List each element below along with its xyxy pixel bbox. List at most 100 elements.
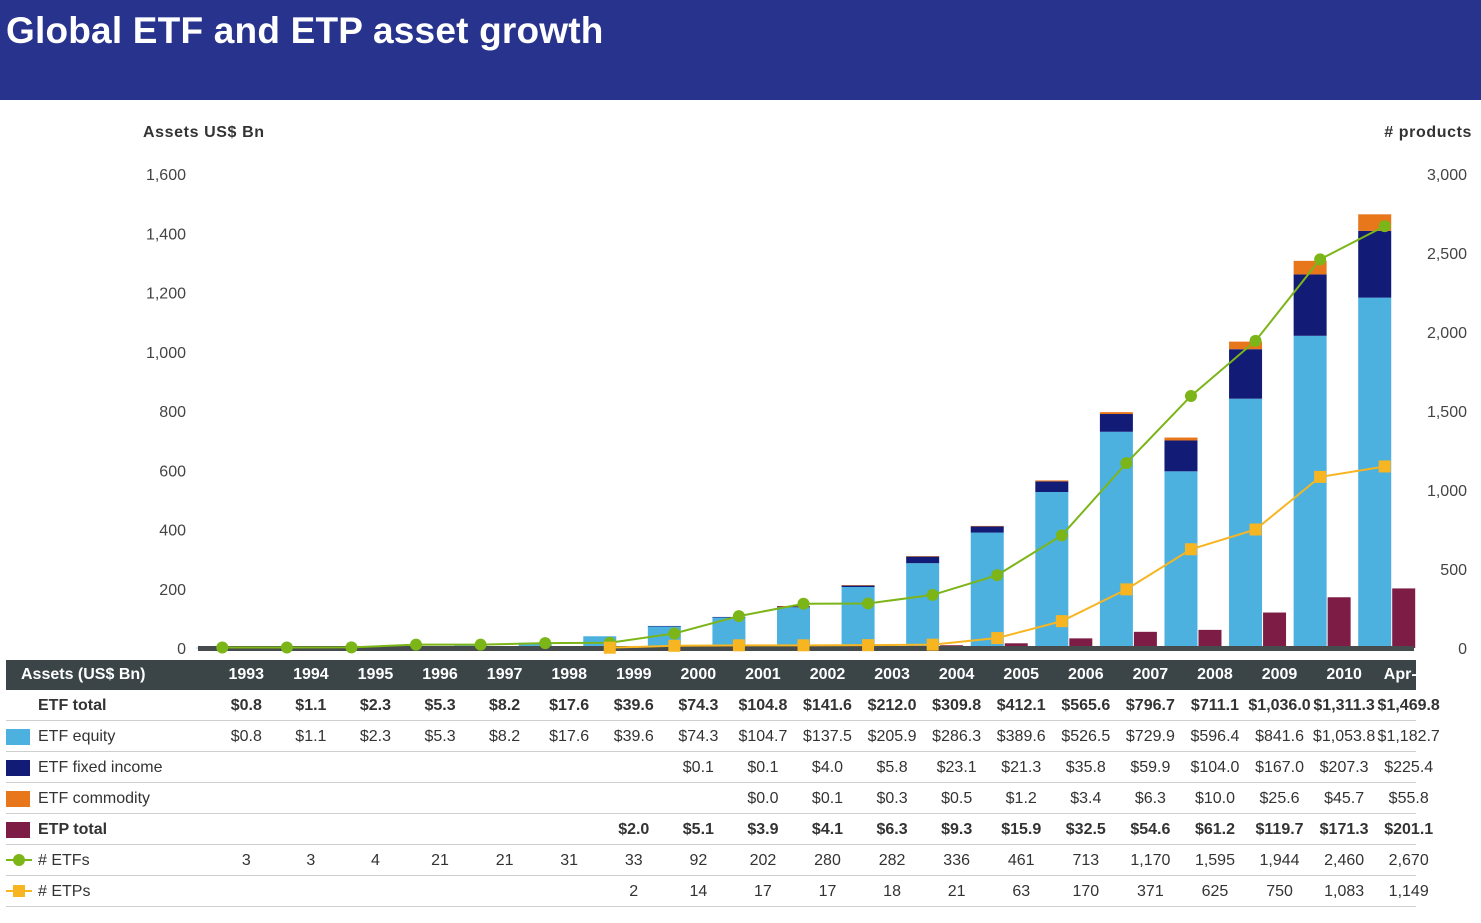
table-cell: $0.1 — [811, 789, 844, 807]
table-row-label: ETP total — [38, 820, 108, 838]
table-cell: $4.0 — [811, 758, 844, 776]
table-cell: 18 — [883, 882, 901, 900]
table-column-header: 1994 — [293, 666, 329, 683]
table-cell: $23.1 — [936, 758, 977, 776]
table-cell: $729.9 — [1125, 727, 1175, 745]
table-cell: 713 — [1072, 851, 1100, 869]
table-cell: 280 — [814, 851, 841, 869]
table-cell — [472, 783, 537, 814]
point-etps — [926, 638, 939, 651]
table-column-header: 1993 — [228, 666, 265, 683]
table-row-label: # ETFs — [38, 851, 90, 869]
page-title: Global ETF and ETP asset growth — [6, 10, 604, 51]
point-etps — [732, 639, 745, 652]
table-cell: 282 — [878, 851, 906, 869]
point-etps — [1120, 583, 1133, 596]
point-etps — [1184, 543, 1197, 556]
y2-tick-label: 3,000 — [1427, 167, 1467, 184]
y-tick-label: 1,200 — [146, 286, 186, 303]
table-cell: $137.5 — [803, 727, 852, 745]
table-column-header: 1996 — [422, 666, 458, 683]
table-cell: $5.3 — [424, 727, 456, 745]
legend-swatch — [6, 729, 30, 745]
bar-etf-fixed-income — [712, 616, 746, 618]
table-cell: $309.8 — [932, 696, 982, 714]
table-cell — [408, 752, 473, 783]
table-cell: $8.2 — [489, 727, 521, 745]
table-cell — [408, 814, 473, 845]
table-row: ETF commodity $0.0 $0.1 $0.3 $0.5 $1.2 $3.4 $6.… — [6, 783, 1429, 814]
table-cell: $711.1 — [1190, 696, 1239, 714]
bar-etf-fixed-income — [1229, 349, 1263, 399]
line-etfs — [222, 225, 1386, 649]
table-cell — [214, 876, 279, 907]
point-etfs — [668, 627, 681, 640]
table-cell: 750 — [1266, 882, 1293, 900]
table-cell: $1,469.8 — [1377, 696, 1440, 714]
table-cell: 31 — [560, 851, 579, 869]
table-column-header: 1998 — [551, 666, 587, 683]
table-cell: $9.3 — [941, 820, 973, 838]
table-cell: 1,149 — [1388, 882, 1429, 900]
point-etfs — [345, 641, 358, 654]
table-cell: 1,595 — [1194, 851, 1235, 869]
table-column-header: 2007 — [1132, 666, 1169, 683]
table-cell: $32.5 — [1065, 820, 1106, 838]
table-cell: $0.8 — [230, 727, 262, 745]
table-cell: $8.2 — [489, 696, 521, 714]
row-divider — [6, 844, 1416, 845]
table-cell — [214, 783, 279, 814]
table-row-label: ETF commodity — [38, 789, 151, 807]
table-cell — [408, 876, 473, 907]
table-cell — [279, 876, 344, 907]
bar-etf-equity — [1229, 398, 1263, 648]
bar-etf-equity — [841, 587, 875, 648]
table-cell — [601, 752, 666, 783]
table-cell: $55.8 — [1388, 789, 1429, 807]
table-cell: $25.6 — [1259, 789, 1300, 807]
y2-tick-label: 500 — [1440, 562, 1467, 579]
table-cell: $39.6 — [613, 696, 654, 714]
table-header-row: Assets (US$ Bn) 1993 1994 1995 1996 1997 1998 1… — [6, 660, 1434, 690]
table-cell: 461 — [1007, 851, 1035, 869]
table-cell: $1,182.7 — [1377, 727, 1440, 745]
table-cell: $212.0 — [867, 696, 917, 714]
bar-etf-commodity — [1099, 412, 1133, 415]
table-column-header: 2009 — [1261, 666, 1298, 683]
legend-swatch — [6, 791, 30, 807]
y2-tick-label: 2,500 — [1427, 246, 1467, 263]
point-etps — [862, 639, 875, 652]
point-etfs — [1120, 457, 1133, 470]
table-cell: $596.4 — [1190, 727, 1240, 745]
table-cell: $286.3 — [932, 727, 982, 745]
table-cell: 2,670 — [1388, 851, 1429, 869]
table-row: ETP total $2.0 $5.1 $3.9 $4.1 $6.3 $9.3 $15.9 $3… — [6, 814, 1433, 845]
row-divider — [6, 751, 1416, 752]
table-cell: $54.6 — [1130, 820, 1171, 838]
table-cell: $526.5 — [1061, 727, 1111, 745]
table-cell — [537, 876, 602, 907]
table-cell — [279, 814, 344, 845]
table-cell: 170 — [1072, 882, 1100, 900]
table-cell: $15.9 — [1001, 820, 1042, 838]
y-tick-label: 1,000 — [146, 345, 186, 362]
table-cell — [279, 783, 344, 814]
point-etps — [1378, 460, 1391, 473]
bar-etf-fixed-income — [1358, 230, 1392, 298]
table-cell: $796.7 — [1125, 696, 1175, 714]
table-column-header: 2006 — [1068, 666, 1104, 683]
bar-etf-fixed-income — [906, 556, 940, 564]
table-cell — [343, 814, 408, 845]
y2-tick-label: 1,500 — [1427, 404, 1467, 421]
point-etfs — [474, 638, 487, 651]
table-column-header: 1997 — [486, 666, 523, 683]
legend-square-marker-icon — [6, 885, 32, 897]
table-cell: $1.2 — [1005, 789, 1037, 807]
row-divider — [6, 720, 1416, 721]
table-cell — [537, 752, 602, 783]
y2-tick-label: 2,000 — [1427, 325, 1467, 342]
y-tick-label: 1,400 — [146, 226, 186, 243]
table-cell: $5.1 — [682, 820, 714, 838]
table-cell: 3 — [306, 851, 316, 869]
table-row: ETF total $0.8 $1.1 $2.3 $5.3 $8.2 $17.6 $39.6 $… — [6, 690, 1440, 721]
